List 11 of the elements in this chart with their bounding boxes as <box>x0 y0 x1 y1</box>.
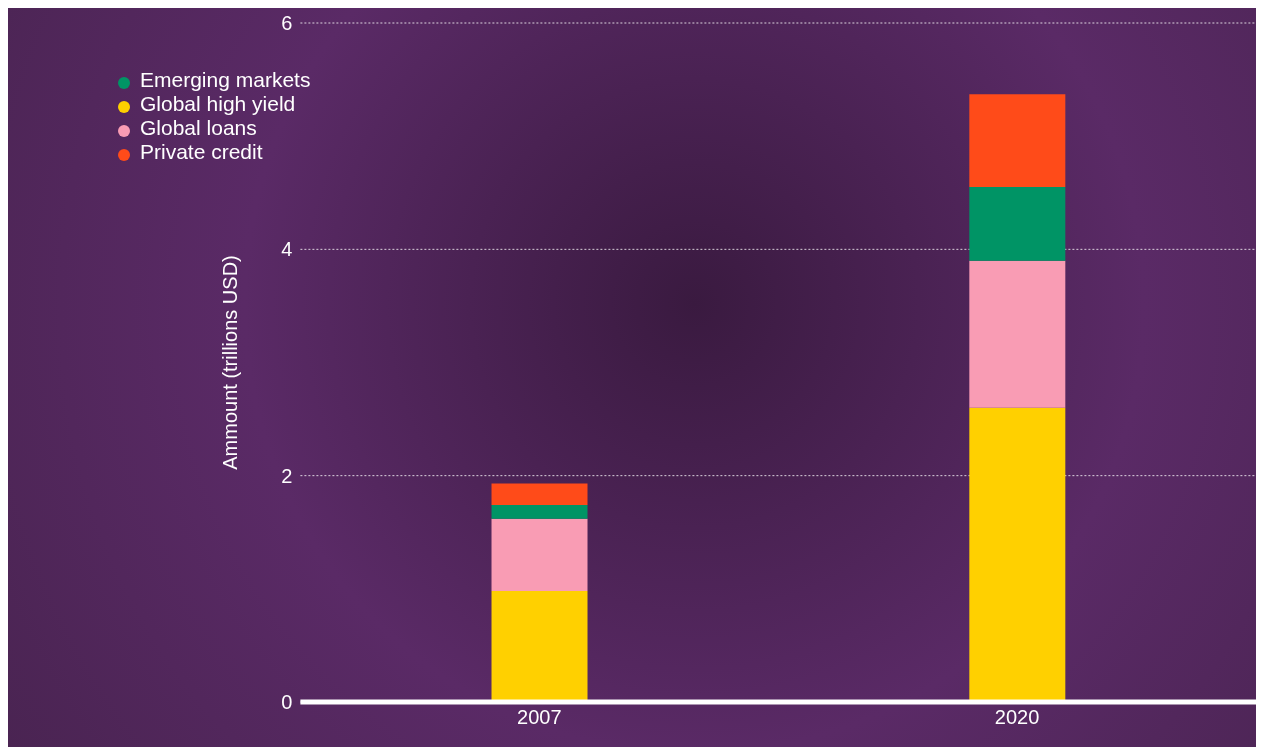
y-tick-label: 0 <box>281 691 293 714</box>
y-axis-title: Ammount (trillions USD) <box>219 255 242 470</box>
x-tick-label: 2007 <box>517 706 562 729</box>
y-tick-label: 4 <box>281 238 293 261</box>
legend-label: Global high yield <box>140 92 296 115</box>
y-tick-label: 6 <box>281 12 293 35</box>
legend-label: Global loans <box>140 116 257 139</box>
legend-label: Private credit <box>140 140 263 163</box>
legend-label: Emerging markets <box>140 68 311 91</box>
y-tick-label: 2 <box>281 464 293 487</box>
x-tick-label: 2020 <box>994 706 1040 729</box>
